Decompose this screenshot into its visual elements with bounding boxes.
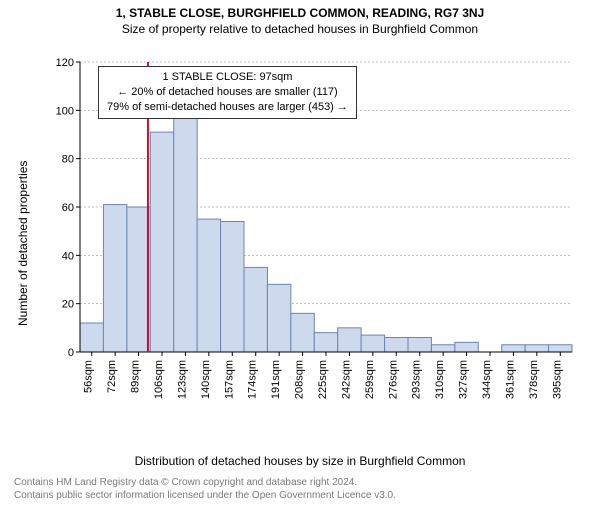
histogram-bar <box>385 338 408 353</box>
histogram-bar <box>525 345 548 352</box>
svg-text:120: 120 <box>56 57 74 69</box>
svg-text:80: 80 <box>62 154 74 166</box>
page-title: 1, STABLE CLOSE, BURGHFIELD COMMON, READ… <box>0 6 600 20</box>
chart-container: 1, STABLE CLOSE, BURGHFIELD COMMON, READ… <box>0 6 600 506</box>
x-tick-label: 361sqm <box>504 360 516 399</box>
histogram-bar <box>244 267 267 352</box>
x-axis-label: Distribution of detached houses by size … <box>0 454 600 468</box>
x-tick-label: 242sqm <box>340 360 352 399</box>
x-tick-label: 327sqm <box>458 360 470 399</box>
histogram-bar <box>291 313 314 352</box>
x-tick-label: 259sqm <box>364 360 376 399</box>
svg-text:100: 100 <box>56 105 74 117</box>
x-tick-label: 72sqm <box>106 360 118 393</box>
histogram-bar <box>408 338 431 353</box>
histogram-bar <box>127 207 150 352</box>
histogram-bar <box>338 328 361 352</box>
histogram-bar <box>314 333 337 352</box>
histogram-bar <box>174 118 197 352</box>
footer-line-2: Contains public sector information licen… <box>14 490 396 503</box>
histogram-bar <box>103 205 126 352</box>
footer-line-1: Contains HM Land Registry data © Crown c… <box>14 477 396 490</box>
x-tick-label: 56sqm <box>83 360 95 393</box>
x-tick-label: 140sqm <box>200 360 212 399</box>
info-line-2: ← 20% of detached houses are smaller (11… <box>107 85 348 100</box>
histogram-bar <box>197 219 220 352</box>
x-tick-label: 310sqm <box>434 360 446 399</box>
x-tick-label: 157sqm <box>223 360 235 399</box>
histogram-bar <box>150 132 173 352</box>
histogram-bar <box>549 345 572 352</box>
svg-text:60: 60 <box>62 202 74 214</box>
x-tick-label: 344sqm <box>481 360 493 399</box>
footer-attribution: Contains HM Land Registry data © Crown c… <box>14 477 396 502</box>
x-tick-label: 174sqm <box>247 360 259 399</box>
histogram-bar <box>267 284 290 352</box>
svg-text:40: 40 <box>62 250 74 262</box>
x-tick-label: 106sqm <box>153 360 165 399</box>
x-tick-label: 293sqm <box>411 360 423 399</box>
x-tick-label: 225sqm <box>317 360 329 399</box>
x-tick-label: 191sqm <box>270 360 282 399</box>
x-tick-label: 276sqm <box>387 360 399 399</box>
histogram-bar <box>80 323 103 352</box>
info-box: 1 STABLE CLOSE: 97sqm ← 20% of detached … <box>98 66 357 119</box>
histogram-bar <box>221 222 244 353</box>
histogram-bar <box>431 345 454 352</box>
histogram-bar <box>361 335 384 352</box>
x-tick-label: 89sqm <box>130 360 142 393</box>
svg-text:0: 0 <box>68 347 74 359</box>
histogram-bar <box>455 342 478 352</box>
x-tick-label: 395sqm <box>551 360 563 399</box>
info-line-1: 1 STABLE CLOSE: 97sqm <box>107 70 348 85</box>
x-tick-label: 123sqm <box>176 360 188 399</box>
histogram-bar <box>502 345 525 352</box>
info-line-3: 79% of semi-detached houses are larger (… <box>107 100 348 115</box>
y-axis-label: Number of detached properties <box>16 161 30 326</box>
x-tick-label: 208sqm <box>294 360 306 399</box>
x-tick-label: 378sqm <box>528 360 540 399</box>
page-subtitle: Size of property relative to detached ho… <box>0 22 600 36</box>
svg-text:20: 20 <box>62 299 74 311</box>
